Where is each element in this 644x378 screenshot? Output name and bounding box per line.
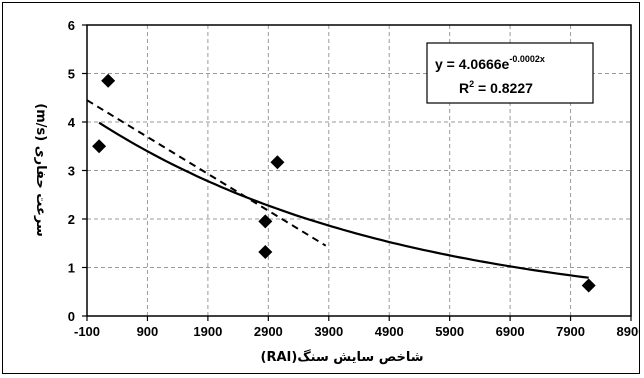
- y-tick-label: 3: [68, 164, 75, 179]
- y-axis-title: سرعت حفاری (m/s): [33, 103, 48, 237]
- data-point: [101, 73, 116, 88]
- x-tick-label: -100: [74, 324, 100, 339]
- x-tick-label: 7900: [556, 324, 585, 339]
- y-tick-label: 6: [68, 18, 75, 33]
- x-tick-label: 4900: [375, 324, 404, 339]
- y-tick-label: 5: [68, 67, 75, 82]
- r2-label: R: [459, 80, 469, 96]
- equation-exponent: -0.0002x: [509, 54, 545, 64]
- trendlines: [86, 99, 589, 279]
- data-point: [270, 155, 285, 170]
- x-tick-label: 3900: [314, 324, 343, 339]
- data-point: [92, 139, 107, 154]
- x-tick-label: 1900: [193, 324, 222, 339]
- y-tick-label: 1: [68, 261, 75, 276]
- r-squared: R2 = 0.8227: [459, 79, 533, 96]
- x-tick-label: 6900: [496, 324, 525, 339]
- data-point: [258, 214, 273, 229]
- chart-frame: -100 900 1900 2900 3900 4900 5900 6900 7900 890 0 …: [2, 2, 640, 374]
- scatter-chart: -100 900 1900 2900 3900 4900 5900 6900 7900 890 0 …: [33, 18, 639, 365]
- data-point: [258, 244, 273, 259]
- equation-text: y = 4.0666e: [435, 56, 510, 72]
- x-axis-title: شاخص سایش سنگ(RAI): [261, 349, 424, 365]
- y-tick-labels: 0 1 2 3 4 5 6: [68, 18, 76, 324]
- tick-marks: [82, 24, 632, 321]
- x-tick-label: 5900: [435, 324, 464, 339]
- equation-box: y = 4.0666e-0.0002x R2 = 0.8227: [426, 42, 594, 104]
- y-tick-label: 0: [68, 309, 75, 324]
- trend-equation: y = 4.0666e-0.0002x: [435, 54, 545, 72]
- y-tick-label: 4: [68, 115, 76, 130]
- y-tick-label: 2: [68, 212, 75, 227]
- data-point: [581, 278, 596, 293]
- exponential-trendline: [98, 121, 589, 279]
- x-tick-label: 900: [137, 324, 159, 339]
- r2-value: = 0.8227: [474, 80, 533, 96]
- x-tick-label: 2900: [254, 324, 283, 339]
- equation-box-border: [426, 42, 594, 104]
- linear-trendline: [86, 99, 327, 247]
- r2-superscript: 2: [469, 79, 474, 89]
- data-points: [92, 73, 596, 293]
